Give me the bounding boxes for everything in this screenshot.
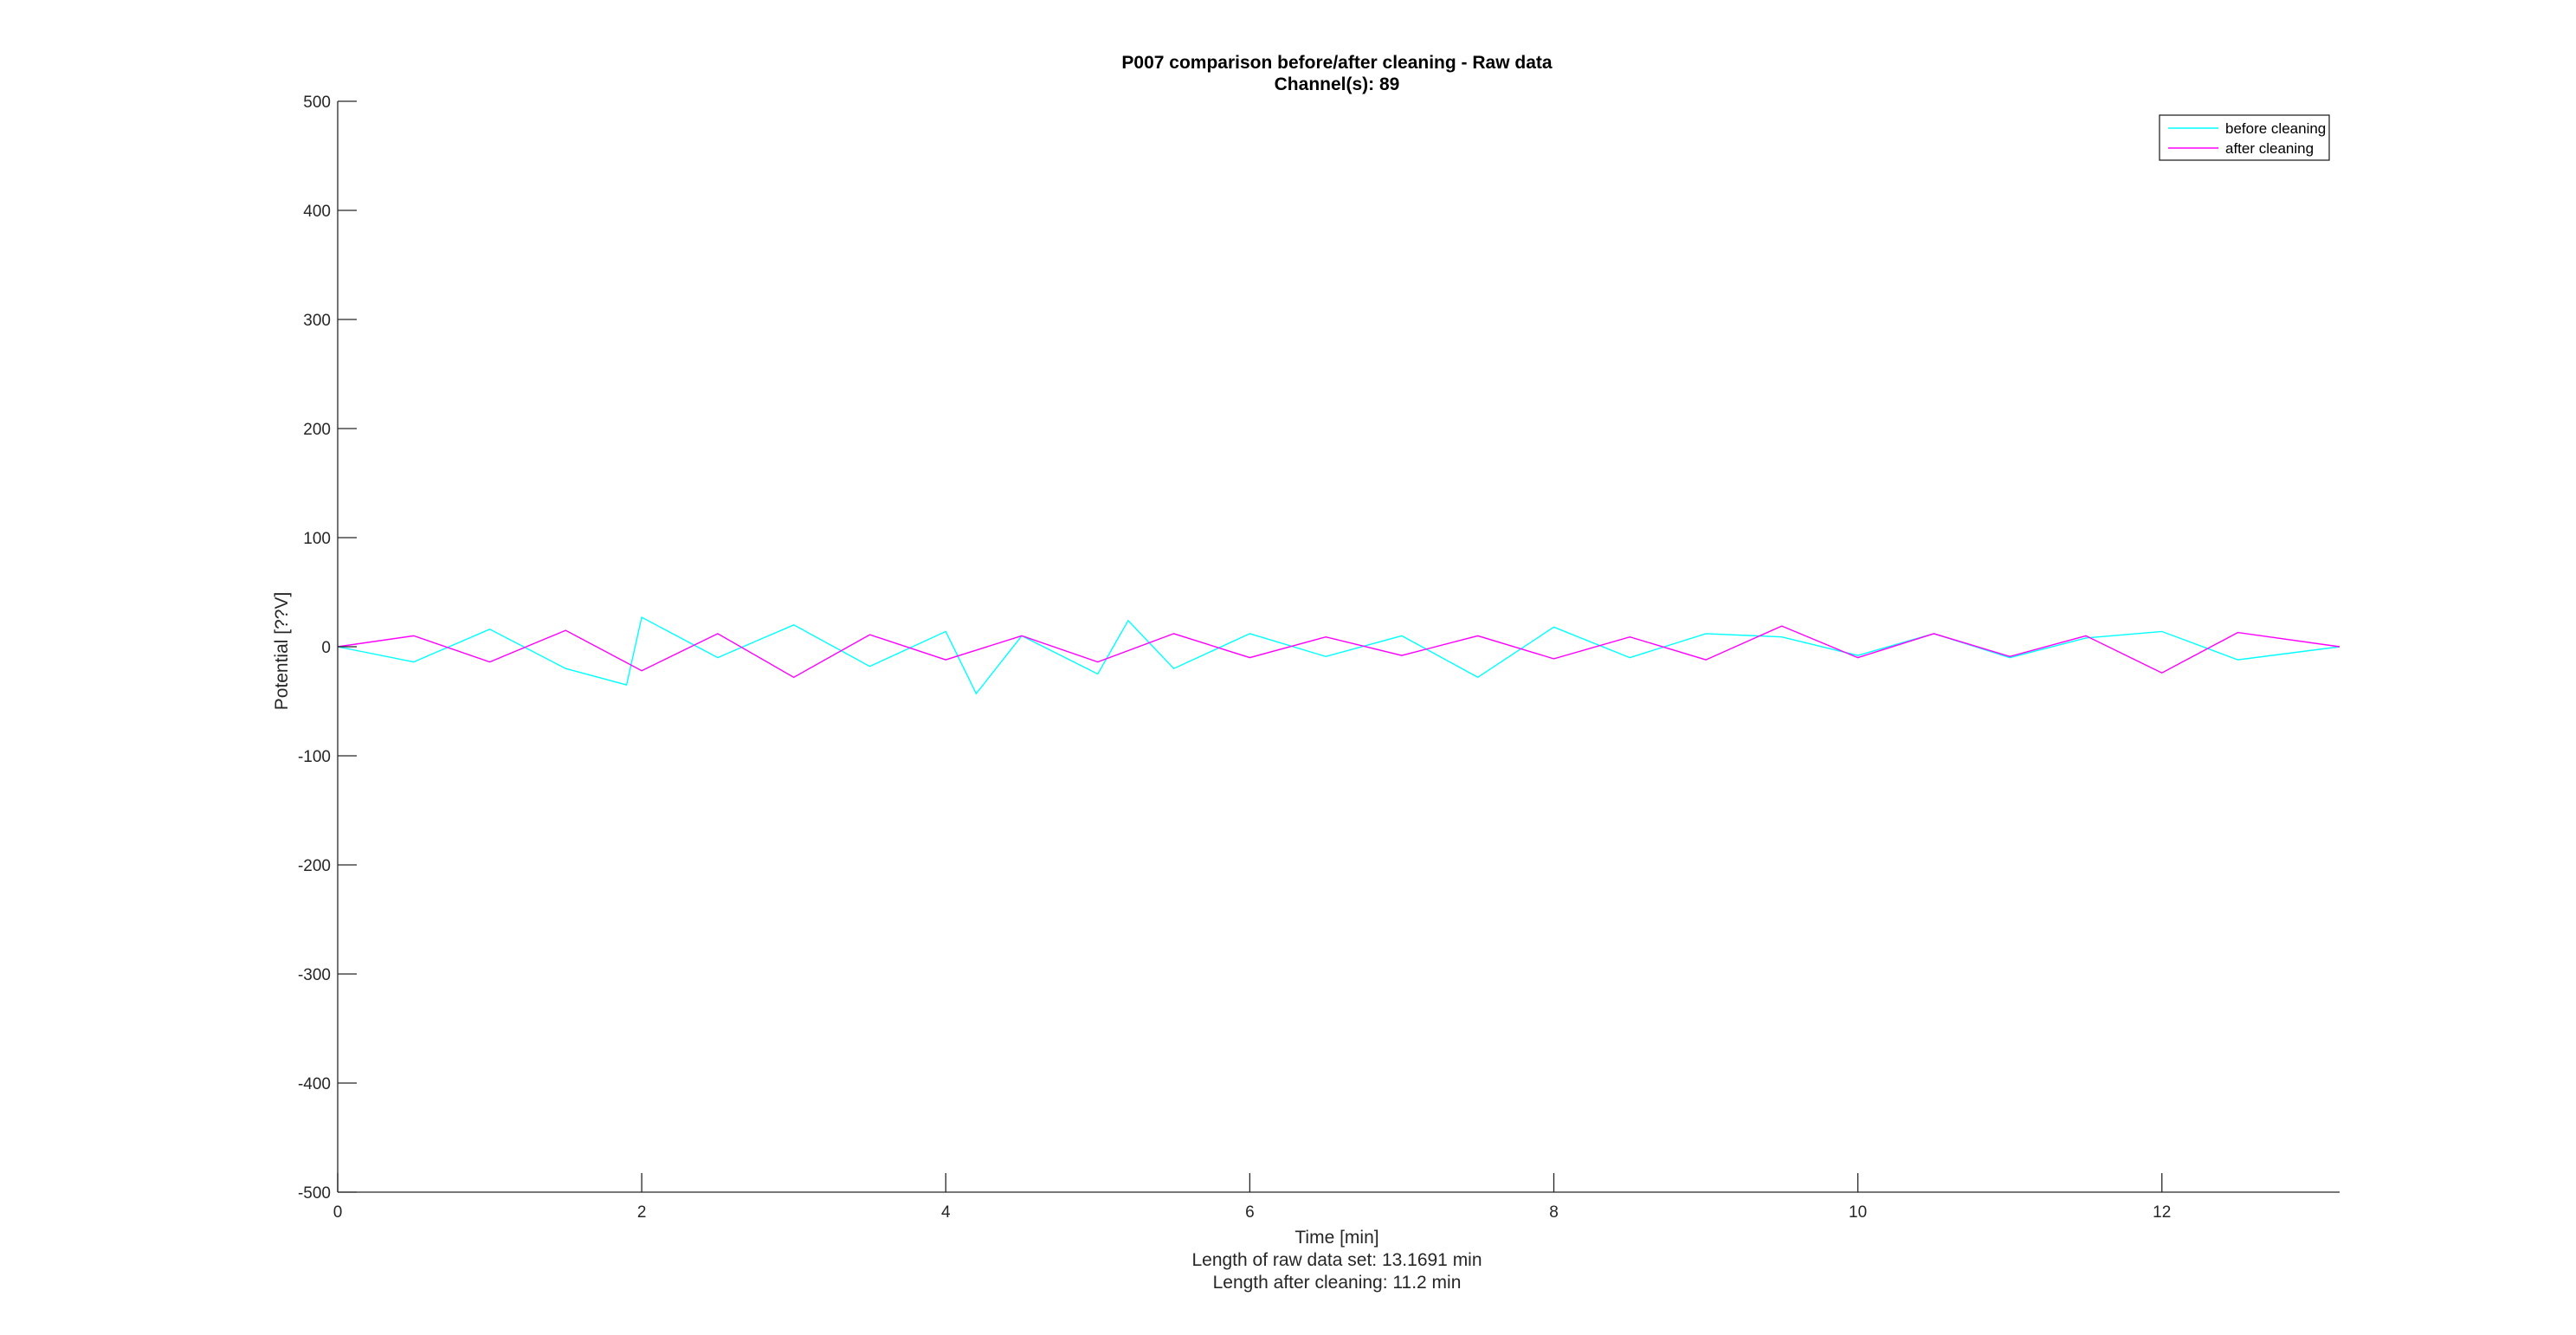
chart-title: P007 comparison before/after cleaning - …	[1121, 53, 1552, 73]
y-tick-labels: 500 400 300 200 100 0 -100 -200 -300 -400 -500	[298, 94, 357, 1203]
legend-label-before-cleaning: before cleaning	[2225, 120, 2326, 137]
legend-label-after-cleaning: after cleaning	[2225, 140, 2314, 157]
y-tick-label: 400	[303, 203, 331, 221]
y-tick-label: 500	[303, 94, 331, 112]
x-tick-label: 0	[333, 1203, 343, 1222]
legend-box	[2159, 114, 2330, 161]
x-axis-note-raw-length: Length of raw data set: 13.1691 min	[1191, 1250, 1482, 1270]
data-traces	[337, 616, 2340, 695]
x-axis-note-cleaned-length: Length after cleaning: 11.2 min	[1213, 1273, 1462, 1293]
chart-subtitle: Channel(s): 89	[1275, 74, 1400, 94]
y-tick-label: 0	[321, 639, 331, 657]
y-axis-label: Potential [??V]	[272, 592, 292, 711]
y-tick-label: 300	[303, 312, 331, 330]
axes	[337, 101, 2340, 1193]
y-tick-label: -200	[298, 857, 331, 875]
y-tick-label: -400	[298, 1075, 331, 1093]
x-tick-label: 10	[1849, 1203, 1867, 1222]
y-tick-label: -500	[298, 1184, 331, 1203]
x-tick-label: 4	[941, 1203, 951, 1222]
legend: before cleaning after cleaning	[2159, 114, 2330, 161]
y-tick-label: 100	[303, 530, 331, 548]
y-tick-label: -300	[298, 966, 331, 984]
x-tick-label: 2	[637, 1203, 647, 1222]
x-tick-label: 8	[1549, 1203, 1559, 1222]
x-axis-label: Time [min]	[1294, 1228, 1378, 1248]
x-tick-label: 6	[1245, 1203, 1255, 1222]
x-tick-label: 12	[2153, 1203, 2171, 1222]
series-line-before-cleaning	[337, 616, 2340, 695]
series-line-after-cleaning	[337, 625, 2340, 679]
x-tick-labels: 0 2 4 6 8 10 12	[333, 1173, 2171, 1222]
y-tick-label: -100	[298, 748, 331, 766]
y-tick-label: 200	[303, 421, 331, 439]
